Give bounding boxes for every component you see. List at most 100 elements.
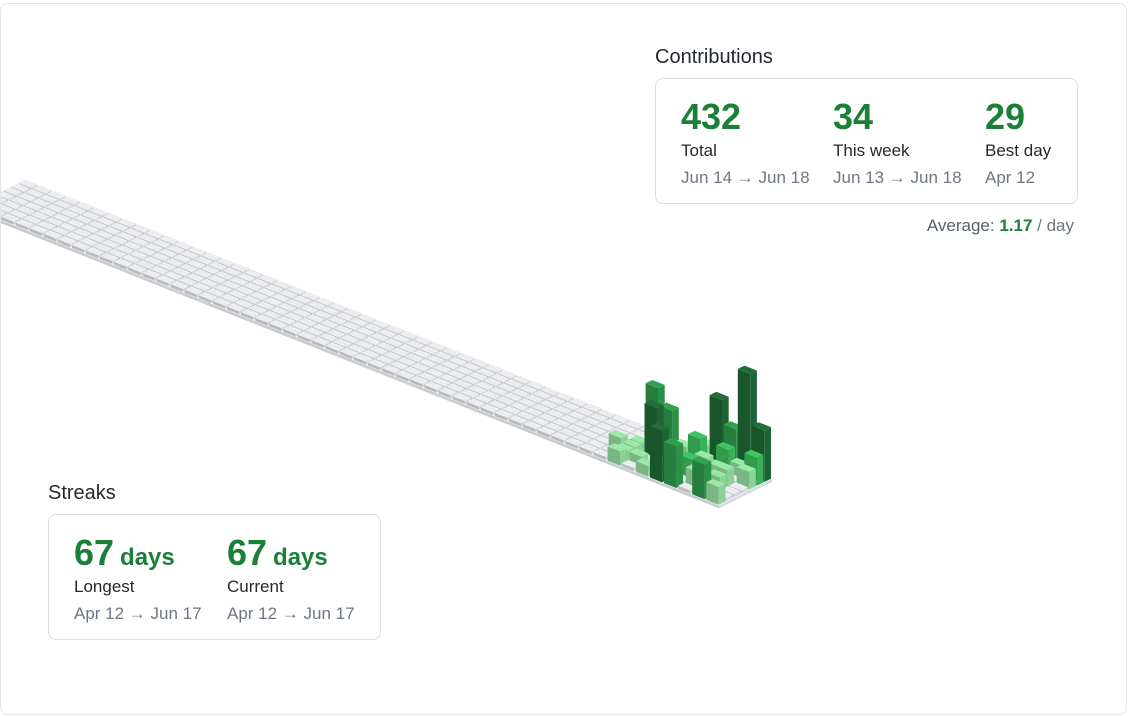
calendar-cell-side	[623, 419, 630, 426]
calendar-cell	[180, 250, 200, 259]
calendar-cell	[311, 336, 331, 345]
calendar-cell-side	[331, 337, 339, 345]
calendar-cell-side	[211, 296, 218, 304]
calendar-cell	[552, 418, 572, 427]
calendar-cell-side	[367, 362, 381, 371]
calendar-cell-side	[359, 349, 367, 356]
calendar-cell-side	[28, 210, 36, 218]
calendar-cell-side	[438, 360, 446, 367]
calendar-cell-side	[162, 270, 169, 277]
calendar-cell-side	[299, 290, 306, 298]
calendar-cell-side	[178, 249, 186, 257]
calendar-cell-side	[620, 448, 627, 466]
calendar-cell-side	[64, 218, 72, 225]
calendar-cell-side	[100, 256, 113, 264]
calendar-cell-side	[361, 322, 369, 329]
calendar-cell-side	[397, 330, 405, 337]
calendar-cell-side	[607, 446, 620, 466]
calendar-cell	[595, 422, 615, 431]
calendar-cell-side	[495, 382, 502, 389]
calendar-cell-side	[501, 391, 509, 399]
calendar-cell	[447, 370, 467, 379]
calendar-cell	[85, 247, 105, 256]
calendar-cell	[468, 372, 488, 381]
calendar-cell-side	[396, 343, 404, 350]
calendar-cell-side	[233, 285, 241, 292]
calendar-cell	[371, 319, 391, 328]
calendar-cell-side	[458, 388, 466, 395]
calendar-cell	[3, 187, 23, 196]
calendar-cell	[128, 264, 148, 273]
calendar-cell-side	[135, 246, 142, 253]
calendar-cell-side	[79, 210, 87, 217]
calendar-cell	[213, 284, 233, 293]
calendar-cell-side	[424, 354, 432, 361]
calendar-cell	[229, 276, 249, 285]
calendar-cell	[440, 360, 460, 369]
calendar-cell	[629, 448, 649, 457]
calendar-cell-side	[341, 307, 348, 314]
calendar-cell	[517, 398, 537, 407]
calendar-cell-side	[473, 380, 481, 387]
calendar-cell	[114, 258, 134, 267]
calendar-cell-side	[424, 384, 437, 393]
calendar-cell	[300, 291, 320, 300]
calendar-base-edge	[719, 478, 773, 509]
calendar-cell-side	[235, 272, 242, 279]
calendar-cell	[455, 353, 475, 362]
calendar-cell	[531, 403, 551, 412]
calendar-cell	[361, 349, 381, 358]
calendar-base-edge	[1, 220, 720, 509]
calendar-cell-side	[523, 424, 536, 432]
calendar-cell-side	[150, 238, 158, 245]
calendar-cell-side	[600, 431, 608, 438]
calendar-cell	[166, 245, 186, 254]
calendar-cell-side	[346, 330, 354, 337]
calendar-cell-side	[609, 414, 616, 421]
calendar-cell-side	[206, 261, 214, 268]
calendar-cell	[502, 405, 522, 414]
calendar-cell-side	[579, 416, 587, 423]
calendar-cell	[434, 351, 454, 360]
calendar-cell	[297, 331, 317, 340]
calendar-cell	[299, 304, 319, 313]
calendar-cell-side	[37, 193, 45, 201]
calendar-cell	[135, 260, 155, 269]
contribution-card: Contributions 432 Total Jun 14 → Jun 18 …	[0, 3, 1127, 715]
calendar-cell	[129, 250, 149, 259]
calendar-cell	[222, 267, 242, 276]
calendar-cell	[32, 185, 52, 194]
calendar-cell-side	[148, 265, 155, 272]
calendar-cell-side	[239, 308, 246, 315]
calendar-cell	[15, 219, 35, 228]
calendar-cell	[567, 411, 587, 420]
average-value: 1.17	[999, 216, 1033, 235]
calendar-cell	[425, 368, 445, 377]
calendar-cell-side	[408, 375, 416, 382]
calendar-cell	[200, 265, 220, 274]
calendar-cell-side	[240, 294, 248, 302]
calendar-cell-side	[114, 261, 127, 270]
calendar-cell	[403, 366, 423, 375]
calendar-cell-side	[129, 223, 137, 230]
calendar-cell-side	[31, 184, 38, 191]
calendar-cell	[158, 248, 178, 257]
calendar-cell	[751, 422, 771, 431]
calendar-cell	[130, 237, 150, 246]
calendar-cell	[546, 396, 566, 405]
calendar-cell	[30, 211, 50, 220]
calendar-cell-side	[85, 250, 99, 259]
calendar-cell	[93, 243, 113, 252]
calendar-cell	[495, 396, 515, 405]
calendar-cell-side	[121, 240, 128, 247]
calendar-cell-side	[549, 431, 557, 438]
calendar-cell	[103, 213, 123, 222]
calendar-cell-side	[664, 441, 677, 488]
stat-current-unit: days	[273, 544, 328, 571]
calendar-cell	[354, 340, 374, 349]
calendar-cell	[100, 252, 120, 261]
calendar-cell-side	[310, 322, 318, 330]
calendar-cell	[369, 346, 389, 355]
calendar-cell-side	[390, 333, 397, 341]
calendar-cell	[538, 413, 558, 422]
